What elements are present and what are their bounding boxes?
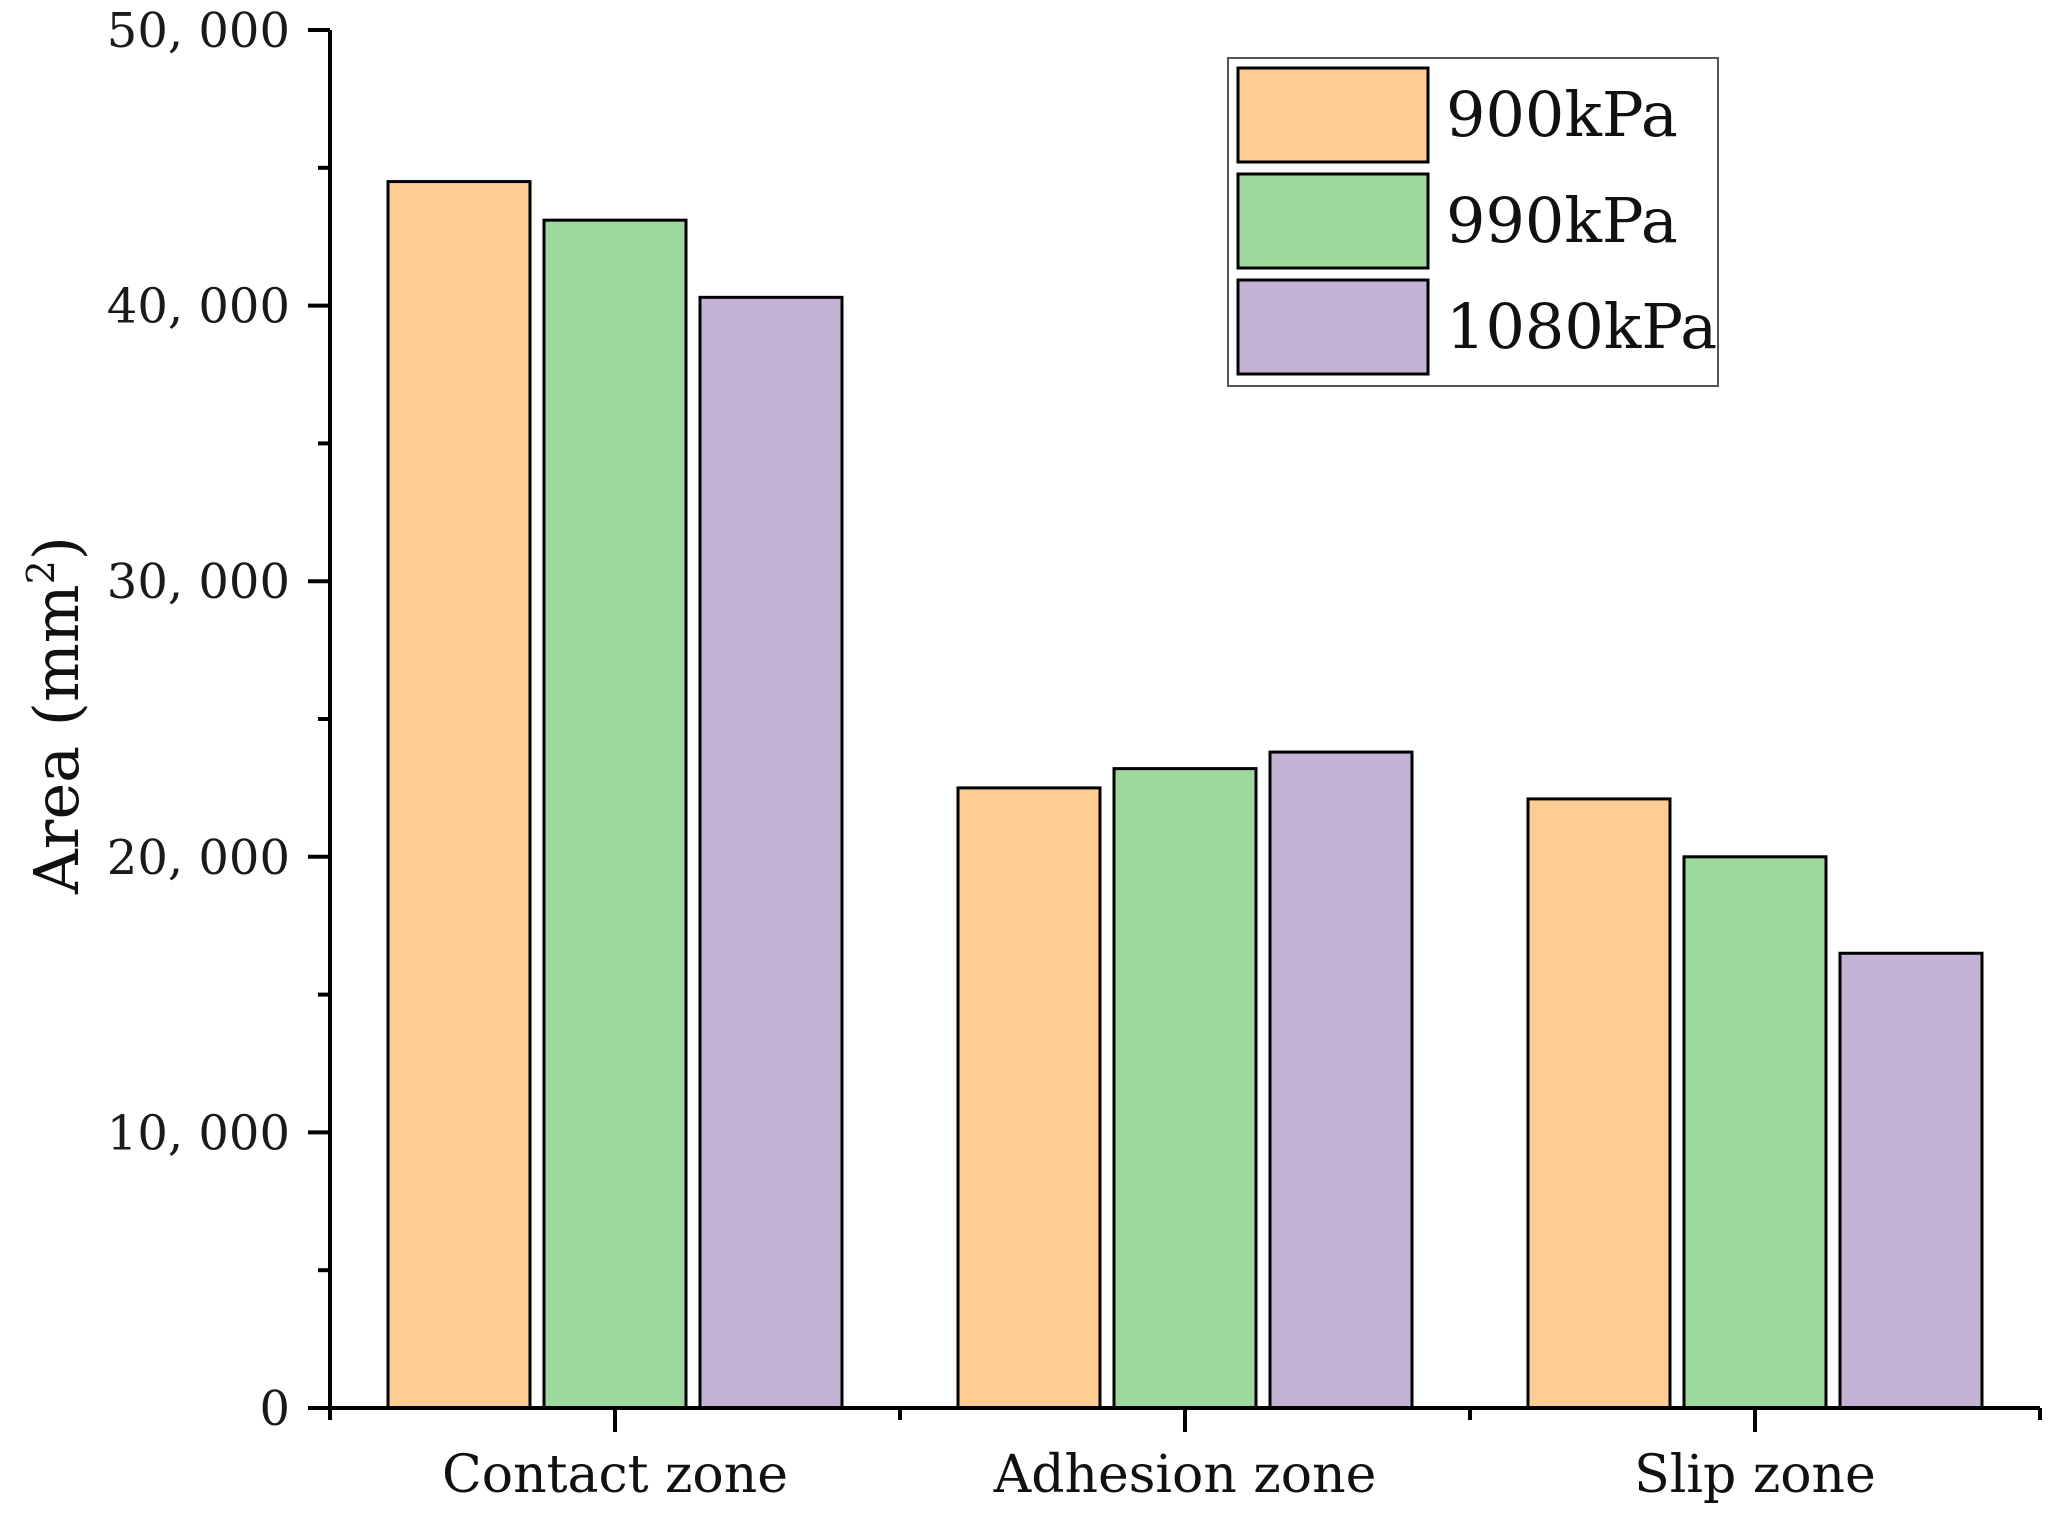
bars-group xyxy=(386,180,1984,1410)
y-tick-label: 20, 000 xyxy=(107,830,290,886)
bar-slip-zone-1080kpa xyxy=(1838,951,1984,1410)
x-ticks-group: Contact zone Adhesion zone Slip zone xyxy=(328,1408,2042,1505)
y-tick-label: 0 xyxy=(259,1381,290,1437)
y-axis-title-base: Area (mm xyxy=(20,584,93,895)
bar-contact-zone-1080kpa xyxy=(698,295,844,1410)
bar-slip-zone-990kpa xyxy=(1682,855,1828,1410)
legend-swatch xyxy=(1236,172,1430,270)
legend-swatch xyxy=(1236,66,1430,164)
y-axis-title-close: ) xyxy=(20,536,93,560)
y-axis-title-superscript: 2 xyxy=(19,560,63,584)
bar-adhesion-zone-1080kpa xyxy=(1268,750,1414,1410)
x-category-label: Slip zone xyxy=(1634,1445,1876,1505)
legend-label: 990kPa xyxy=(1446,184,1678,257)
bar-adhesion-zone-990kpa xyxy=(1112,767,1258,1410)
legend-label: 1080kPa xyxy=(1446,290,1717,363)
y-tick-label: 50, 000 xyxy=(107,3,290,59)
x-category-label: Contact zone xyxy=(442,1445,788,1505)
legend: 900kPa 990kPa 1080kPa xyxy=(1227,57,1719,387)
y-axis-title: Area (mm2) xyxy=(19,536,93,895)
bar-contact-zone-900kpa xyxy=(386,180,532,1410)
bar-contact-zone-990kpa xyxy=(542,218,688,1410)
y-ticks-group: 0 10, 000 20, 000 30, 000 40, 000 50, 000 xyxy=(107,3,330,1437)
y-tick-label: 30, 000 xyxy=(107,554,290,610)
y-tick-label: 10, 000 xyxy=(107,1105,290,1161)
x-category-label: Adhesion zone xyxy=(993,1445,1377,1505)
legend-swatch xyxy=(1236,278,1430,376)
y-tick-label: 40, 000 xyxy=(107,279,290,335)
legend-label: 900kPa xyxy=(1446,78,1678,151)
bar-slip-zone-900kpa xyxy=(1526,797,1672,1410)
bar-adhesion-zone-900kpa xyxy=(956,786,1102,1410)
